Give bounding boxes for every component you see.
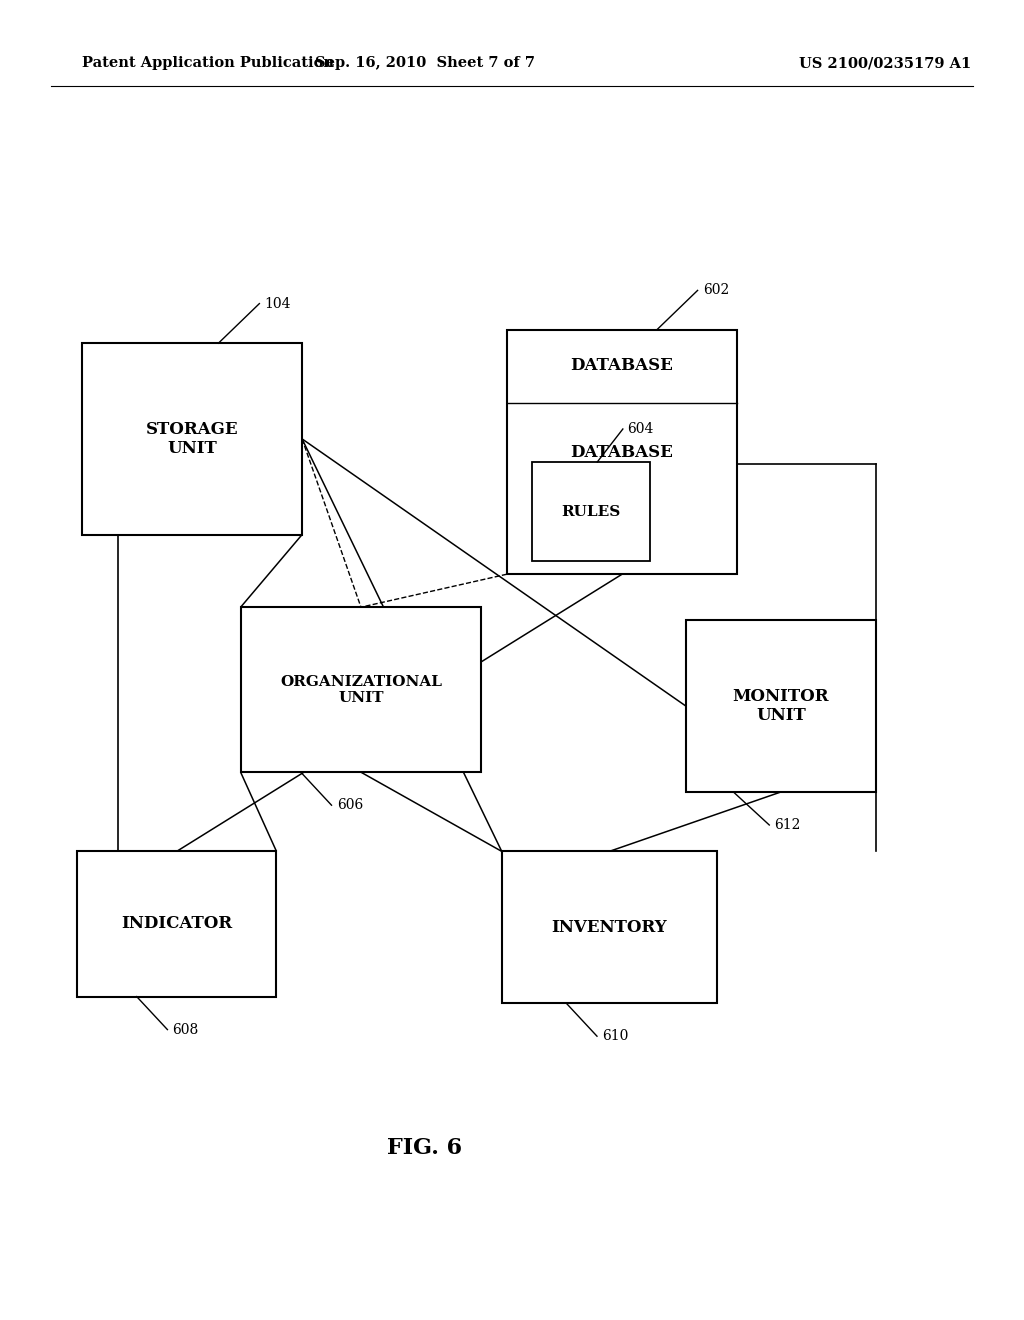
Text: 612: 612	[774, 818, 801, 832]
Bar	[77, 851, 276, 997]
Text: DATABASE: DATABASE	[570, 444, 674, 461]
Bar	[686, 620, 876, 792]
Bar	[507, 330, 737, 574]
Text: Patent Application Publication: Patent Application Publication	[82, 57, 334, 70]
Text: DATABASE: DATABASE	[570, 358, 674, 374]
Text: 606: 606	[337, 799, 362, 812]
Text: MONITOR
UNIT: MONITOR UNIT	[732, 688, 829, 725]
Text: 104: 104	[264, 297, 291, 310]
Text: INVENTORY: INVENTORY	[552, 919, 667, 936]
Text: Sep. 16, 2010  Sheet 7 of 7: Sep. 16, 2010 Sheet 7 of 7	[315, 57, 535, 70]
Text: 608: 608	[172, 1023, 199, 1036]
Bar	[241, 607, 481, 772]
Text: 602: 602	[702, 284, 729, 297]
Bar	[532, 462, 650, 561]
Text: 610: 610	[602, 1030, 629, 1043]
Text: STORAGE
UNIT: STORAGE UNIT	[145, 421, 239, 457]
Bar	[82, 343, 302, 535]
Text: ORGANIZATIONAL
UNIT: ORGANIZATIONAL UNIT	[280, 675, 442, 705]
Text: RULES: RULES	[562, 504, 621, 519]
Text: FIG. 6: FIG. 6	[387, 1138, 463, 1159]
Bar	[502, 851, 717, 1003]
Text: 604: 604	[627, 422, 653, 436]
Text: INDICATOR: INDICATOR	[121, 916, 232, 932]
Text: US 2100/0235179 A1: US 2100/0235179 A1	[799, 57, 971, 70]
